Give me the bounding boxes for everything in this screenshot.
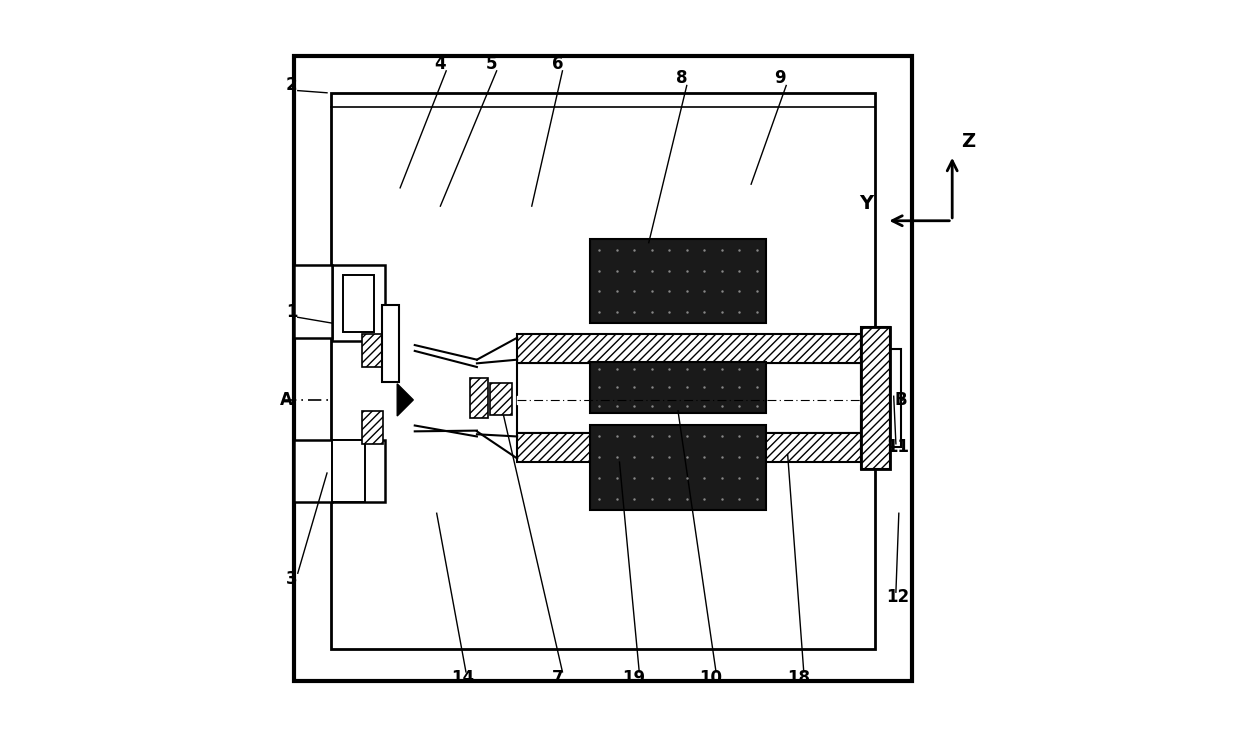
Bar: [590, 362, 766, 413]
Text: 10: 10: [699, 669, 722, 687]
Bar: [861, 327, 890, 469]
Text: Z: Z: [961, 132, 975, 151]
Text: B: B: [895, 391, 907, 409]
Bar: [332, 440, 385, 502]
Text: 6: 6: [551, 54, 563, 73]
Text: A: A: [280, 391, 294, 409]
Bar: [294, 57, 912, 681]
Text: 18: 18: [787, 669, 810, 687]
Bar: [590, 426, 766, 509]
Bar: [294, 440, 332, 502]
Bar: [362, 334, 383, 367]
Text: 9: 9: [774, 69, 787, 87]
Text: 11: 11: [886, 438, 909, 457]
Bar: [590, 239, 766, 323]
Text: 2: 2: [286, 76, 297, 95]
Bar: [470, 378, 488, 418]
Polygon shape: [398, 384, 414, 416]
Bar: [890, 349, 901, 448]
Bar: [517, 363, 861, 433]
Text: Y: Y: [859, 195, 873, 214]
Bar: [362, 411, 383, 444]
Bar: [382, 305, 399, 382]
Bar: [491, 383, 512, 415]
Bar: [343, 275, 374, 332]
Text: 1: 1: [286, 303, 297, 321]
Text: 3: 3: [286, 570, 297, 588]
Bar: [294, 265, 332, 338]
Text: 8: 8: [676, 69, 688, 87]
Polygon shape: [415, 345, 477, 363]
Text: 12: 12: [886, 589, 909, 606]
Text: 4: 4: [435, 54, 446, 73]
Bar: [517, 334, 861, 363]
Polygon shape: [415, 426, 477, 435]
Text: 14: 14: [451, 669, 473, 687]
Bar: [332, 265, 385, 341]
Bar: [861, 327, 890, 469]
Bar: [331, 92, 876, 649]
Text: 7: 7: [551, 669, 564, 687]
Text: 19: 19: [622, 669, 646, 687]
Bar: [332, 440, 366, 502]
Bar: [517, 433, 861, 462]
Text: 5: 5: [486, 54, 497, 73]
